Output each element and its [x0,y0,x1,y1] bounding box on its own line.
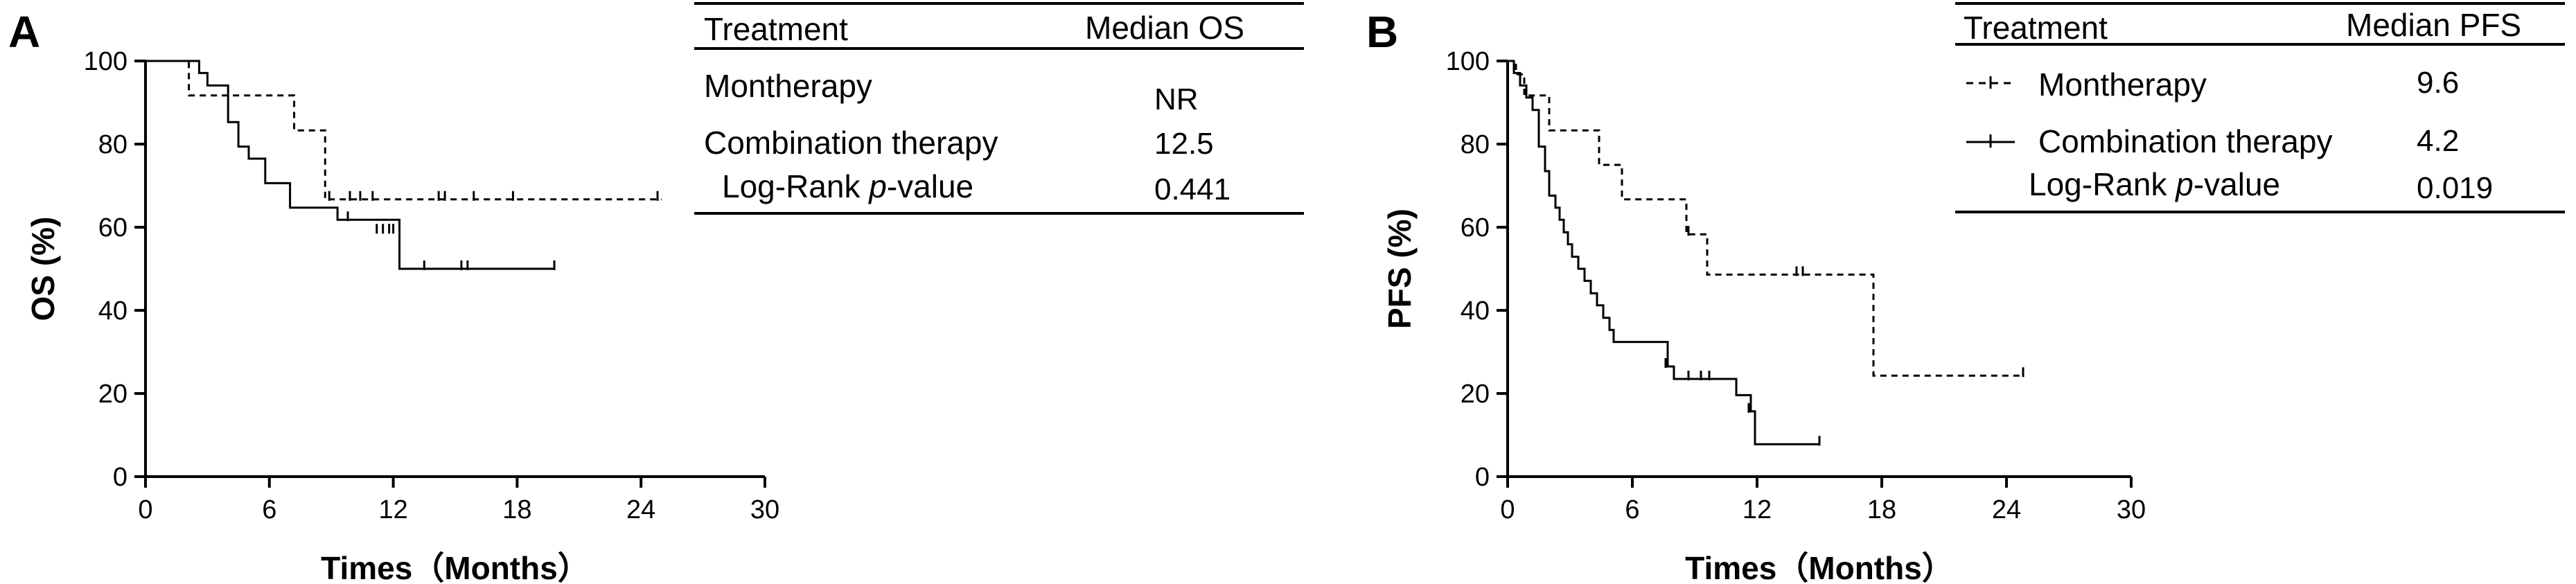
x-axis-title-b: Times（Months） [1685,550,1954,584]
panel-a-letter: A [8,7,40,57]
legend-label-combination: Combination therapy [2038,123,2332,159]
y-tick-label: 60 [98,213,127,242]
x-tick-label: 24 [626,495,655,524]
km-curve-montherapy [145,60,662,201]
y-tick-label: 40 [98,297,127,326]
y-tick-label: 100 [1446,47,1490,76]
y-tick-label: 80 [98,130,127,159]
plot-area-a [145,60,662,270]
panel-b-letter: B [1366,7,1398,57]
y-tick-label: 100 [84,47,127,76]
x-tick-label: 30 [750,495,779,524]
y-tick-label: 80 [1461,130,1490,159]
table-header-median-a: Median OS [1085,10,1244,46]
x-axis-title-a: Times（Months） [321,550,590,584]
table-row-value-b: 9.6 [2417,66,2459,100]
legend-label-montherapy: Montherapy [2038,67,2207,103]
median-table-b: Treatment Median PFS Montherapy 9.6 Comb… [1955,2,2565,213]
y-tick-label: 60 [1461,213,1490,242]
table-header-treatment-b: Treatment [1964,10,2108,46]
y-tick-label: 20 [98,380,127,409]
x-tick-label: 18 [1867,495,1896,524]
table-header-median-b: Median PFS [2346,7,2521,43]
x-tick-label: 18 [502,495,531,524]
x-tick-label: 0 [138,495,152,524]
y-axis-title-a: OS (%) [25,217,61,321]
x-tick-label: 6 [262,495,276,524]
legend-key-combination [1966,134,2015,148]
table-row-label-a: Montherapy [704,68,872,104]
x-axis-a: 0 6 12 18 24 30 [138,475,779,524]
x-tick-label: 24 [1992,495,2021,524]
km-curve-combination-therapy [145,60,555,270]
y-tick-label: 20 [1461,380,1490,409]
table-header-treatment-a: Treatment [704,11,848,47]
x-tick-label: 30 [2117,495,2146,524]
panel-b-pfs: B 0 20 40 60 80 100 0 6 12 18 24 30 PFS (%) Times（… [1366,2,2565,584]
table-row-label-a: Combination therapy [704,125,998,161]
median-table-a: Treatment Median OS Montherapy NR Combin… [694,2,1304,215]
pvalue-value-b: 0.019 [2417,171,2493,205]
table-row-value-a: NR [1154,82,1199,116]
pvalue-label-a: Log-Rank p-value [722,168,973,204]
y-axis-b: 0 20 40 60 80 100 [1446,47,1509,492]
x-axis-b: 0 6 12 18 24 30 [1500,475,2146,524]
y-axis-title-b: PFS (%) [1382,209,1418,329]
x-tick-label: 0 [1500,495,1515,524]
plot-area-b [1508,60,2024,446]
table-row-value-a: 12.5 [1154,127,1214,161]
x-tick-label: 12 [1743,495,1772,524]
y-axis-a: 0 20 40 60 80 100 [84,47,147,492]
km-curve-combination-therapy [1508,60,1819,445]
y-tick-label: 0 [113,463,127,492]
x-tick-label: 6 [1625,495,1639,524]
x-tick-label: 12 [378,495,407,524]
pvalue-value-a: 0.441 [1154,172,1230,206]
y-tick-label: 40 [1461,297,1490,326]
km-curve-montherapy [1508,60,2023,377]
y-tick-label: 0 [1475,463,1490,492]
pvalue-label-b: Log-Rank p-value [2029,166,2280,202]
table-row-value-b: 4.2 [2417,124,2459,158]
panel-a-os: A 0 20 40 60 80 100 0 6 12 18 24 30 OS (%) Times（M… [8,2,1304,584]
legend-key-montherapy [1966,76,2015,89]
